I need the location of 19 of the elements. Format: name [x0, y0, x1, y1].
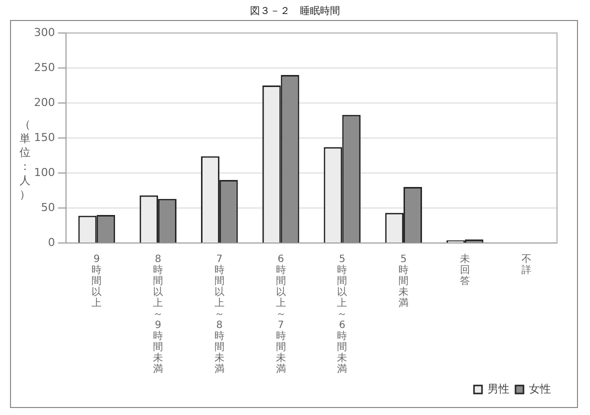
x-tick-label: 5時間未満	[398, 254, 409, 310]
chart-title: 図３－２ 睡眠時間	[249, 4, 341, 18]
y-tick-label: 300	[34, 26, 55, 39]
category-label: 8時間以上～9時間未満	[153, 254, 164, 376]
y-tick-label: 250	[34, 60, 55, 74]
x-tick-label: 不詳	[521, 254, 532, 276]
y-tick-label: 100	[34, 166, 55, 179]
y-tick-label: 0	[48, 236, 55, 249]
legend-label: 男性	[488, 382, 510, 396]
category-label: 6時間以上～7時間未満	[276, 254, 286, 376]
y-tick-label: 200	[34, 96, 55, 109]
category-label: 7時間以上～8時間未満	[214, 254, 224, 376]
category-label: 5時間以上～6時間未満	[337, 254, 348, 376]
y-tick-label: 50	[40, 200, 55, 214]
x-tick-label: 未回答	[460, 253, 470, 288]
legend-label: 女性	[529, 382, 551, 396]
y-axis-title: （単位：人）	[18, 118, 32, 202]
x-tick-label: 9時間以上	[92, 254, 102, 310]
y-tick-label: 150	[34, 130, 55, 144]
